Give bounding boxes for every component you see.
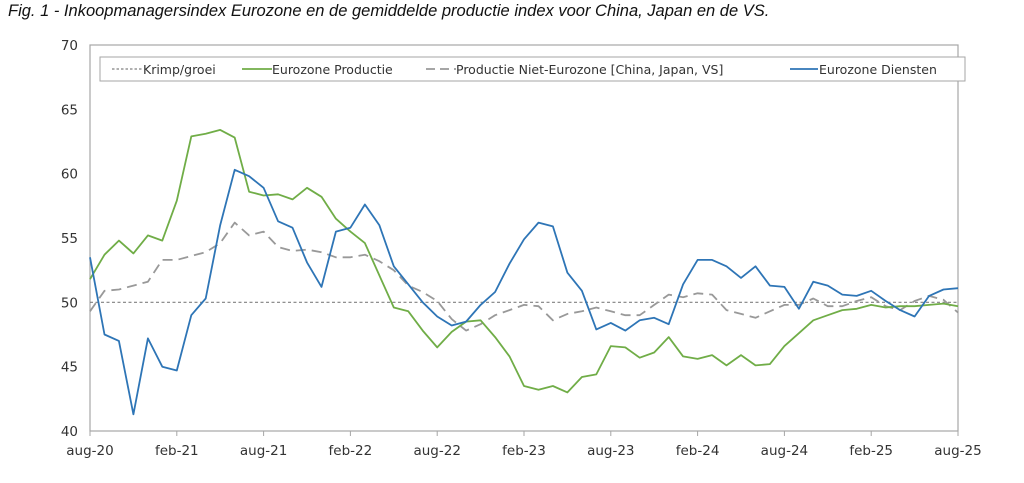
legend-label-krimp-groei: Krimp/groei [143,62,216,77]
x-tick-label: feb-24 [676,443,720,459]
y-tick-label: 65 [61,102,78,118]
legend: Krimp/groei Eurozone Productie Productie… [99,56,966,82]
series-line-eurozone-diensten [89,168,959,416]
legend-label-eurozone-diensten: Eurozone Diensten [819,62,937,77]
x-tick-label: feb-22 [329,443,373,459]
x-tick-label: aug-23 [587,443,634,459]
series-line-eurozone-productie [89,128,959,394]
x-tick-label: aug-25 [934,443,981,459]
legend-label-productie-niet-eurozone: Productie Niet-Eurozone [China, Japan, V… [456,62,723,77]
x-tick-label: feb-23 [502,443,546,459]
y-tick-label: 70 [61,38,78,54]
x-tick-label: feb-25 [849,443,893,459]
figure-title: Fig. 1 - Inkoopmanagersindex Eurozone en… [8,2,770,20]
x-tick-label: feb-21 [155,443,199,459]
y-tick-label: 50 [61,295,78,311]
x-tick-label: aug-21 [240,443,287,459]
y-axis: 40 45 50 55 60 65 70 [61,38,78,440]
x-tick-label: aug-22 [413,443,460,459]
x-tick-label: aug-24 [761,443,808,459]
y-tick-label: 45 [61,360,78,376]
y-tick-label: 40 [61,424,78,440]
y-tick-label: 55 [61,231,78,247]
y-tick-label: 60 [61,167,78,183]
x-tick-label: aug-20 [66,443,113,459]
x-axis: aug-20 feb-21 aug-21 feb-22 aug-22 feb-23 aug-… [66,431,982,459]
legend-label-eurozone-productie: Eurozone Productie [272,62,393,77]
series-lines [89,128,959,416]
series-line-productie-niet-eurozone-china-japan-vs [89,221,959,332]
